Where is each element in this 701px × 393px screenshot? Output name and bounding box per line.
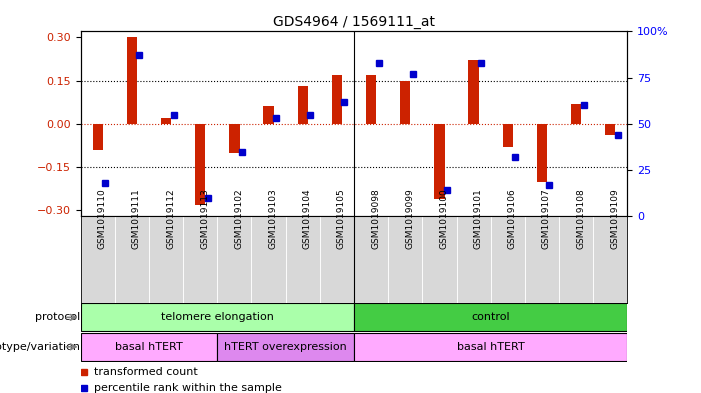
Text: GSM1019107: GSM1019107 [542,188,551,249]
Text: GSM1019106: GSM1019106 [508,188,517,249]
Bar [422,216,456,303]
Bar [354,216,388,303]
Bar [217,216,252,303]
Text: GSM1019103: GSM1019103 [268,188,278,249]
Text: transformed count: transformed count [94,367,198,377]
Bar [332,75,342,124]
Bar [81,216,115,303]
Bar [354,303,627,331]
Text: GSM1019102: GSM1019102 [234,188,243,249]
Text: GSM1019108: GSM1019108 [576,188,585,249]
Bar [217,332,354,361]
Text: GSM1019099: GSM1019099 [405,188,414,249]
Text: control: control [471,312,510,322]
Bar [503,124,513,147]
Bar [264,107,273,124]
Text: GSM1019101: GSM1019101 [474,188,482,249]
Text: hTERT overexpression: hTERT overexpression [224,342,347,352]
Bar [593,216,627,303]
Text: genotype/variation: genotype/variation [0,342,81,352]
Bar [366,75,376,124]
Bar [491,216,525,303]
Bar [81,332,217,361]
Bar [320,216,354,303]
Bar [161,118,171,124]
Bar [195,124,205,205]
Bar [435,124,444,199]
Text: GSM1019113: GSM1019113 [200,188,209,249]
Bar [559,216,593,303]
Bar [388,216,422,303]
Bar [456,216,491,303]
Bar [468,60,479,124]
Bar [115,216,149,303]
Text: GSM1019098: GSM1019098 [371,188,380,249]
Text: telomere elongation: telomere elongation [161,312,274,322]
Text: GSM1019104: GSM1019104 [303,188,312,249]
Bar [286,216,320,303]
Bar [183,216,217,303]
Text: GSM1019105: GSM1019105 [337,188,346,249]
Bar [127,37,137,124]
Text: GSM1019110: GSM1019110 [97,188,107,249]
Text: basal hTERT: basal hTERT [457,342,524,352]
Bar [605,124,615,135]
Bar [81,303,354,331]
Bar [537,124,547,182]
Text: percentile rank within the sample: percentile rank within the sample [94,384,282,393]
Bar [252,216,286,303]
Bar [525,216,559,303]
Text: GSM1019109: GSM1019109 [611,188,619,249]
Text: basal hTERT: basal hTERT [115,342,183,352]
Bar [298,86,308,124]
Text: GSM1019100: GSM1019100 [440,188,449,249]
Bar [229,124,240,152]
Bar [93,124,103,150]
Bar [400,81,410,124]
Text: GSM1019111: GSM1019111 [132,188,141,249]
Text: protocol: protocol [35,312,81,322]
Title: GDS4964 / 1569111_at: GDS4964 / 1569111_at [273,15,435,29]
Bar [571,104,581,124]
Bar [354,332,627,361]
Bar [149,216,183,303]
Text: GSM1019112: GSM1019112 [166,188,175,249]
